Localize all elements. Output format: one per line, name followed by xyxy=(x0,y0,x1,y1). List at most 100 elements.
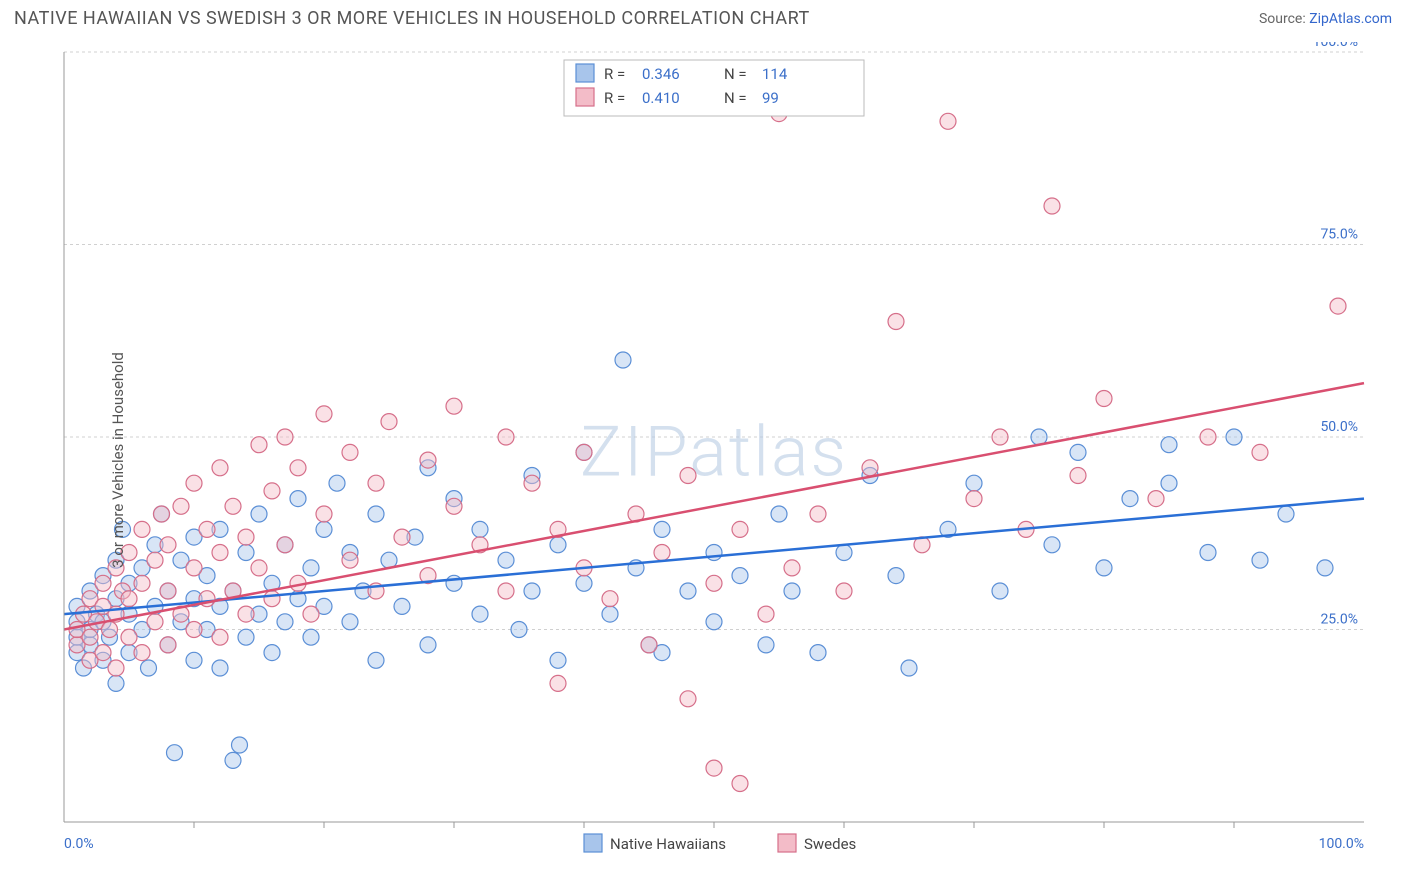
data-point xyxy=(1096,560,1112,576)
data-point xyxy=(303,629,319,645)
data-point xyxy=(706,614,722,630)
data-point xyxy=(836,545,852,561)
data-point xyxy=(1200,429,1216,445)
data-point xyxy=(368,475,384,491)
data-point xyxy=(141,660,157,676)
data-point xyxy=(147,614,163,630)
data-point xyxy=(368,506,384,522)
chart-title: NATIVE HAWAIIAN VS SWEDISH 3 OR MORE VEH… xyxy=(14,8,810,29)
legend-swatch xyxy=(576,64,594,82)
data-point xyxy=(836,583,852,599)
data-point xyxy=(680,583,696,599)
data-point xyxy=(160,537,176,553)
data-point xyxy=(732,568,748,584)
y-tick-label: 75.0% xyxy=(1320,227,1358,243)
data-point xyxy=(186,652,202,668)
data-point xyxy=(342,444,358,460)
data-point xyxy=(511,622,527,638)
data-point xyxy=(186,622,202,638)
data-point xyxy=(550,537,566,553)
data-point xyxy=(472,606,488,622)
data-point xyxy=(212,460,228,476)
y-tick-label: 25.0% xyxy=(1320,612,1358,628)
source-attribution: Source: ZipAtlas.com xyxy=(1259,11,1392,27)
stat-r-label: R = xyxy=(604,89,625,107)
data-point xyxy=(381,414,397,430)
data-point xyxy=(303,560,319,576)
stat-r-value: 0.410 xyxy=(642,89,680,107)
data-point xyxy=(901,660,917,676)
data-point xyxy=(186,475,202,491)
data-point xyxy=(95,645,111,661)
x-tick-label: 100.0% xyxy=(1319,836,1364,852)
data-point xyxy=(1252,552,1268,568)
data-point xyxy=(784,560,800,576)
data-point xyxy=(1330,298,1346,314)
data-point xyxy=(550,652,566,668)
data-point xyxy=(446,398,462,414)
data-point xyxy=(102,622,118,638)
data-point xyxy=(680,691,696,707)
data-point xyxy=(1070,444,1086,460)
data-point xyxy=(654,521,670,537)
data-point xyxy=(212,545,228,561)
data-point xyxy=(368,652,384,668)
watermark: ZIPatlas xyxy=(580,412,848,494)
data-point xyxy=(472,521,488,537)
data-point xyxy=(498,583,514,599)
data-point xyxy=(147,552,163,568)
data-point xyxy=(186,560,202,576)
data-point xyxy=(173,498,189,514)
data-point xyxy=(1252,444,1268,460)
data-point xyxy=(134,645,150,661)
data-point xyxy=(154,506,170,522)
data-point xyxy=(550,675,566,691)
data-point xyxy=(1161,437,1177,453)
data-point xyxy=(95,575,111,591)
correlation-scatter-chart: 25.0%50.0%75.0%100.0%ZIPatlas0.0%100.0%R… xyxy=(14,42,1392,878)
data-point xyxy=(758,637,774,653)
data-point xyxy=(1161,475,1177,491)
data-point xyxy=(342,552,358,568)
y-axis-label: 3 or more Vehicles in Household xyxy=(109,352,127,568)
stat-n-label: N = xyxy=(724,65,747,83)
data-point xyxy=(810,506,826,522)
data-point xyxy=(316,506,332,522)
data-point xyxy=(160,583,176,599)
data-point xyxy=(277,429,293,445)
data-point xyxy=(1070,468,1086,484)
legend-swatch xyxy=(778,834,796,852)
data-point xyxy=(225,498,241,514)
data-point xyxy=(199,521,215,537)
data-point xyxy=(238,545,254,561)
data-point xyxy=(602,606,618,622)
data-point xyxy=(1148,491,1164,507)
stat-r-value: 0.346 xyxy=(642,65,680,83)
data-point xyxy=(82,629,98,645)
legend-swatch xyxy=(576,88,594,106)
data-point xyxy=(121,629,137,645)
source-link[interactable]: ZipAtlas.com xyxy=(1309,11,1392,27)
data-point xyxy=(212,629,228,645)
data-point xyxy=(277,537,293,553)
data-point xyxy=(251,506,267,522)
data-point xyxy=(888,314,904,330)
data-point xyxy=(264,645,280,661)
data-point xyxy=(225,752,241,768)
x-tick-label: 0.0% xyxy=(64,836,94,852)
data-point xyxy=(524,475,540,491)
data-point xyxy=(108,675,124,691)
data-point xyxy=(232,737,248,753)
data-point xyxy=(264,591,280,607)
data-point xyxy=(238,606,254,622)
data-point xyxy=(134,575,150,591)
stat-r-label: R = xyxy=(604,65,625,83)
data-point xyxy=(238,529,254,545)
data-point xyxy=(706,575,722,591)
stat-n-value: 114 xyxy=(762,65,788,83)
data-point xyxy=(498,552,514,568)
data-point xyxy=(394,598,410,614)
data-point xyxy=(498,429,514,445)
data-point xyxy=(316,406,332,422)
data-point xyxy=(420,452,436,468)
